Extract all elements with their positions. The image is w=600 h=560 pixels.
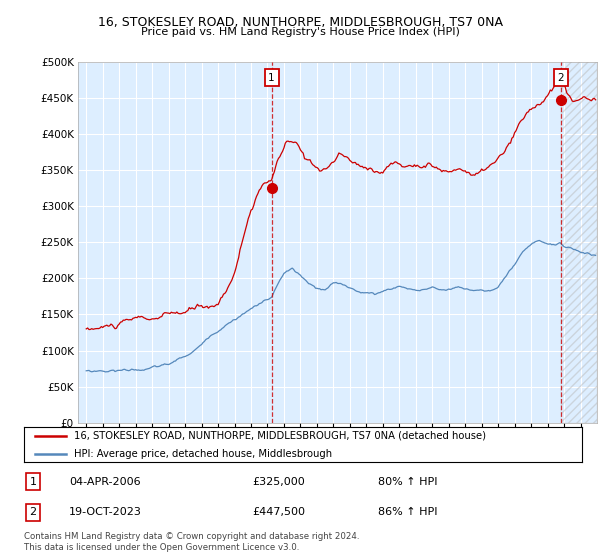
Text: 04-APR-2006: 04-APR-2006 [69, 477, 140, 487]
Text: Price paid vs. HM Land Registry's House Price Index (HPI): Price paid vs. HM Land Registry's House … [140, 27, 460, 37]
Text: 2: 2 [29, 507, 37, 517]
Text: £447,500: £447,500 [252, 507, 305, 517]
Text: HPI: Average price, detached house, Middlesbrough: HPI: Average price, detached house, Midd… [74, 449, 332, 459]
Text: £325,000: £325,000 [252, 477, 305, 487]
Text: 2: 2 [557, 73, 564, 83]
Text: 19-OCT-2023: 19-OCT-2023 [69, 507, 142, 517]
Text: 1: 1 [268, 73, 275, 83]
Text: 16, STOKESLEY ROAD, NUNTHORPE, MIDDLESBROUGH, TS7 0NA (detached house): 16, STOKESLEY ROAD, NUNTHORPE, MIDDLESBR… [74, 431, 486, 441]
Text: Contains HM Land Registry data © Crown copyright and database right 2024.
This d: Contains HM Land Registry data © Crown c… [24, 532, 359, 552]
Text: 1: 1 [29, 477, 37, 487]
Text: 16, STOKESLEY ROAD, NUNTHORPE, MIDDLESBROUGH, TS7 0NA: 16, STOKESLEY ROAD, NUNTHORPE, MIDDLESBR… [97, 16, 503, 29]
Text: 86% ↑ HPI: 86% ↑ HPI [378, 507, 437, 517]
Text: 80% ↑ HPI: 80% ↑ HPI [378, 477, 437, 487]
